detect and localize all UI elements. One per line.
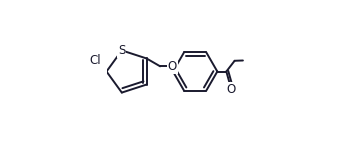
Text: O: O: [168, 60, 177, 73]
Text: Cl: Cl: [89, 54, 101, 66]
Text: S: S: [118, 44, 126, 57]
Text: O: O: [226, 83, 235, 96]
